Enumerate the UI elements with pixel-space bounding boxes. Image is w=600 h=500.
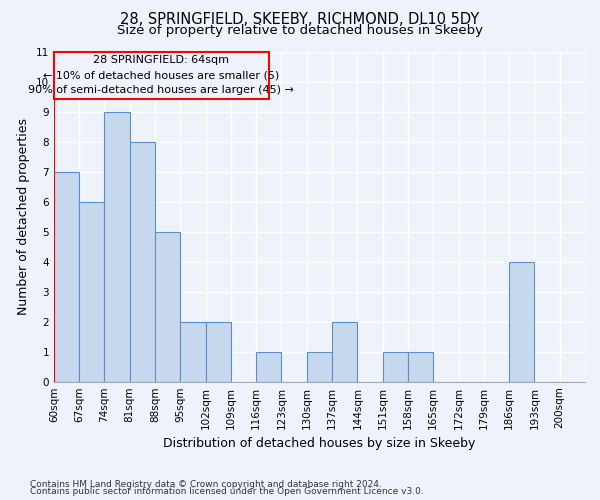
Text: Size of property relative to detached houses in Skeeby: Size of property relative to detached ho… bbox=[117, 24, 483, 37]
Bar bbox=[79, 202, 104, 382]
Bar bbox=[104, 112, 130, 382]
Bar bbox=[54, 52, 269, 99]
Y-axis label: Number of detached properties: Number of detached properties bbox=[17, 118, 30, 315]
Bar bbox=[206, 322, 231, 382]
Text: Contains HM Land Registry data © Crown copyright and database right 2024.: Contains HM Land Registry data © Crown c… bbox=[30, 480, 382, 489]
X-axis label: Distribution of detached houses by size in Skeeby: Distribution of detached houses by size … bbox=[163, 437, 476, 450]
Bar bbox=[155, 232, 180, 382]
Bar bbox=[332, 322, 358, 382]
Bar bbox=[408, 352, 433, 382]
Bar bbox=[509, 262, 535, 382]
Bar bbox=[383, 352, 408, 382]
Text: 28 SPRINGFIELD: 64sqm
← 10% of detached houses are smaller (5)
90% of semi-detac: 28 SPRINGFIELD: 64sqm ← 10% of detached … bbox=[28, 56, 294, 95]
Bar bbox=[130, 142, 155, 382]
Bar bbox=[54, 172, 79, 382]
Bar bbox=[180, 322, 206, 382]
Bar bbox=[256, 352, 281, 382]
Bar bbox=[307, 352, 332, 382]
Text: Contains public sector information licensed under the Open Government Licence v3: Contains public sector information licen… bbox=[30, 488, 424, 496]
Text: 28, SPRINGFIELD, SKEEBY, RICHMOND, DL10 5DY: 28, SPRINGFIELD, SKEEBY, RICHMOND, DL10 … bbox=[121, 12, 479, 28]
